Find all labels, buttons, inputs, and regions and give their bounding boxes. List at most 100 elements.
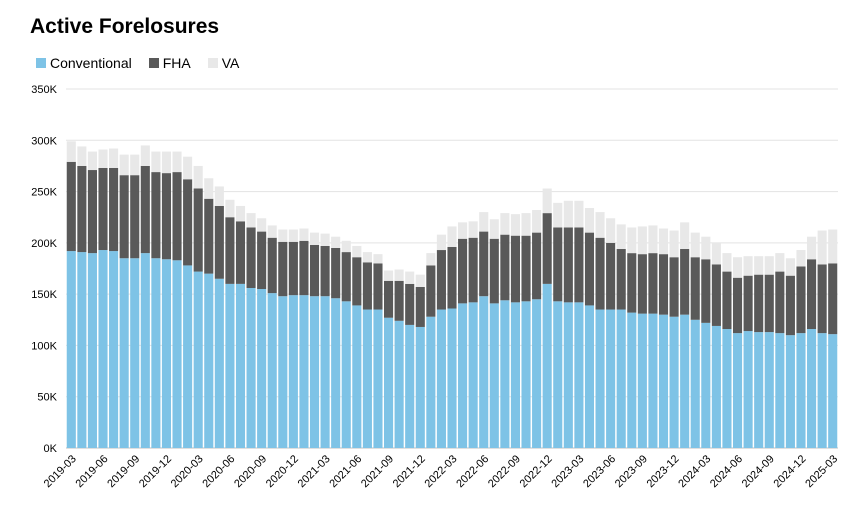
bar-fha-2024-12 [796,266,806,334]
bar-conventional-2024-03 [701,322,711,448]
legend-swatch-fha [148,58,159,68]
bar-va-2021-05 [341,240,351,253]
bar-fha-2023-09 [637,254,647,314]
chart-legend: Conventional FHA VA [36,55,256,71]
bar-conventional-2023-11 [658,314,669,448]
bar-fha-2024-05 [722,271,732,330]
bar-conventional-2025-01 [807,329,817,448]
bar-fha-2021-07 [362,262,372,310]
bar-conventional-2020-04 [204,273,214,448]
x-tick-label: 2021-06 [327,453,364,490]
bar-va-2022-05 [468,221,478,238]
bar-fha-2023-01 [553,227,563,302]
bar-fha-2022-12 [542,213,552,284]
bar-va-2019-06 [98,149,108,168]
x-tick-label: 2022-09 [486,453,523,490]
bar-va-2023-10 [648,225,658,254]
bar-conventional-2020-07 [235,283,246,448]
bar-fha-2020-10 [267,237,277,294]
x-tick-label: 2023-06 [581,453,618,490]
legend-item-conventional: Conventional [36,55,132,71]
bar-fha-2019-09 [130,175,140,259]
bar-va-2022-08 [500,213,510,235]
bar-va-2023-05 [595,212,605,238]
bar-va-2020-02 [183,156,193,180]
bar-conventional-2025-02 [817,333,827,448]
bar-conventional-2021-12 [415,326,425,448]
bar-va-2024-12 [796,250,806,267]
bar-va-2024-10 [775,253,785,272]
bar-va-2020-08 [246,213,256,228]
bar-fha-2019-05 [87,170,97,254]
bar-va-2020-04 [204,178,214,199]
bar-fha-2020-05 [214,205,224,279]
bar-fha-2022-01 [426,265,436,317]
bar-fha-2022-09 [510,235,520,303]
bar-va-2019-11 [151,151,161,173]
legend-swatch-va [207,58,218,68]
bar-fha-2021-02 [309,244,320,297]
bar-conventional-2023-09 [637,313,647,448]
bar-va-2024-06 [732,257,743,278]
legend-label-va: VA [221,55,240,71]
bar-conventional-2020-01 [172,260,182,448]
x-tick-label: 2019-12 [137,453,174,490]
bar-va-2023-11 [658,228,669,255]
bar-va-2023-04 [584,207,595,233]
bar-fha-2023-11 [658,254,669,315]
bar-conventional-2024-07 [743,331,753,448]
y-tick-label: 350K [31,84,57,96]
bar-fha-2021-09 [384,280,394,318]
bar-conventional-2019-10 [140,253,150,448]
bar-conventional-2023-08 [627,312,637,448]
x-tick-label: 2023-12 [645,453,682,490]
bar-conventional-2024-10 [775,333,785,448]
bar-fha-2024-03 [701,259,711,323]
bar-fha-2019-11 [151,172,161,259]
x-tick-label: 2024-03 [676,453,713,490]
bar-conventional-2023-10 [648,313,658,448]
bar-fha-2023-08 [627,253,637,313]
bar-fha-2019-12 [161,173,172,260]
bar-va-2024-04 [711,242,721,265]
x-tick-label: 2019-06 [74,453,111,490]
bar-va-2019-12 [161,151,172,174]
bar-conventional-2022-05 [468,302,478,448]
bar-va-2021-04 [331,236,341,248]
bar-fha-2021-10 [394,280,404,321]
bar-fha-2019-03 [66,161,76,252]
bar-va-2024-07 [743,256,753,276]
bar-fha-2019-10 [140,165,150,254]
bar-va-2022-10 [521,213,531,236]
bar-va-2020-12 [288,229,298,242]
bar-va-2020-11 [278,229,288,242]
bar-conventional-2021-04 [331,298,341,448]
bar-conventional-2023-03 [574,302,584,448]
bar-va-2023-02 [563,200,573,228]
bar-fha-2023-10 [648,253,658,314]
bar-va-2019-10 [140,145,150,166]
x-tick-label: 2021-12 [391,453,428,490]
bar-conventional-2021-07 [362,309,372,448]
bar-va-2019-09 [130,154,140,176]
bar-conventional-2021-06 [352,305,362,448]
bar-va-2022-07 [489,219,499,239]
bar-conventional-2024-04 [711,325,721,448]
bar-conventional-2020-09 [257,289,267,448]
bar-fha-2024-04 [711,264,721,326]
bar-va-2020-07 [235,205,246,222]
bar-conventional-2024-12 [796,333,806,448]
bar-va-2019-07 [109,148,119,168]
bar-conventional-2023-07 [616,309,626,448]
bar-fha-2022-04 [458,238,468,304]
bar-conventional-2023-12 [669,316,679,448]
bar-conventional-2022-07 [489,303,499,448]
bar-conventional-2023-01 [553,301,563,448]
bar-conventional-2024-09 [764,332,774,448]
bar-conventional-2020-03 [193,271,203,448]
legend-item-fha: FHA [148,55,191,71]
x-tick-label: 2021-03 [296,453,333,490]
bar-conventional-2020-11 [278,296,288,448]
bar-conventional-2023-04 [584,305,595,448]
bar-fha-2024-11 [785,275,795,336]
